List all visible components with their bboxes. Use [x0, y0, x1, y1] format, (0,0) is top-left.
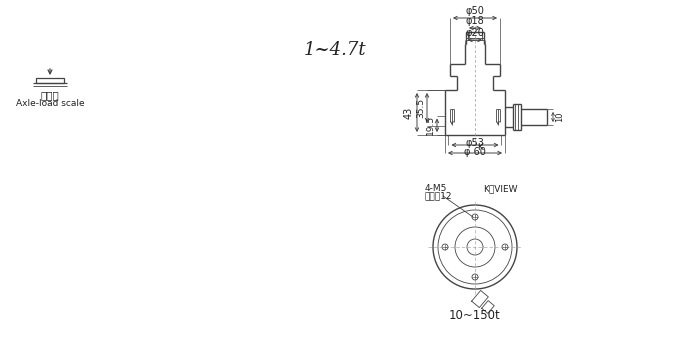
Text: 10~150t: 10~150t: [449, 309, 501, 322]
Text: φ 60: φ 60: [464, 147, 486, 157]
Text: φ50: φ50: [466, 6, 484, 16]
Text: 43: 43: [404, 106, 414, 119]
Text: Axle-load scale: Axle-load scale: [16, 99, 84, 108]
Text: 10: 10: [555, 112, 564, 122]
Text: φ53: φ53: [466, 138, 484, 148]
Text: K: K: [477, 143, 483, 152]
Text: 轴重秤: 轴重秤: [40, 90, 60, 100]
Text: 35.5: 35.5: [416, 98, 425, 118]
Text: 1~4.7t: 1~4.7t: [303, 41, 366, 59]
Bar: [36, 78, 64, 83]
Text: 4-M5: 4-M5: [425, 184, 447, 193]
Text: K向VIEW: K向VIEW: [483, 184, 517, 193]
Text: φ18: φ18: [466, 16, 484, 26]
Text: 深尺孔12: 深尺孔12: [425, 191, 453, 200]
Text: φ20: φ20: [466, 28, 484, 38]
Text: 19.5: 19.5: [426, 115, 435, 135]
